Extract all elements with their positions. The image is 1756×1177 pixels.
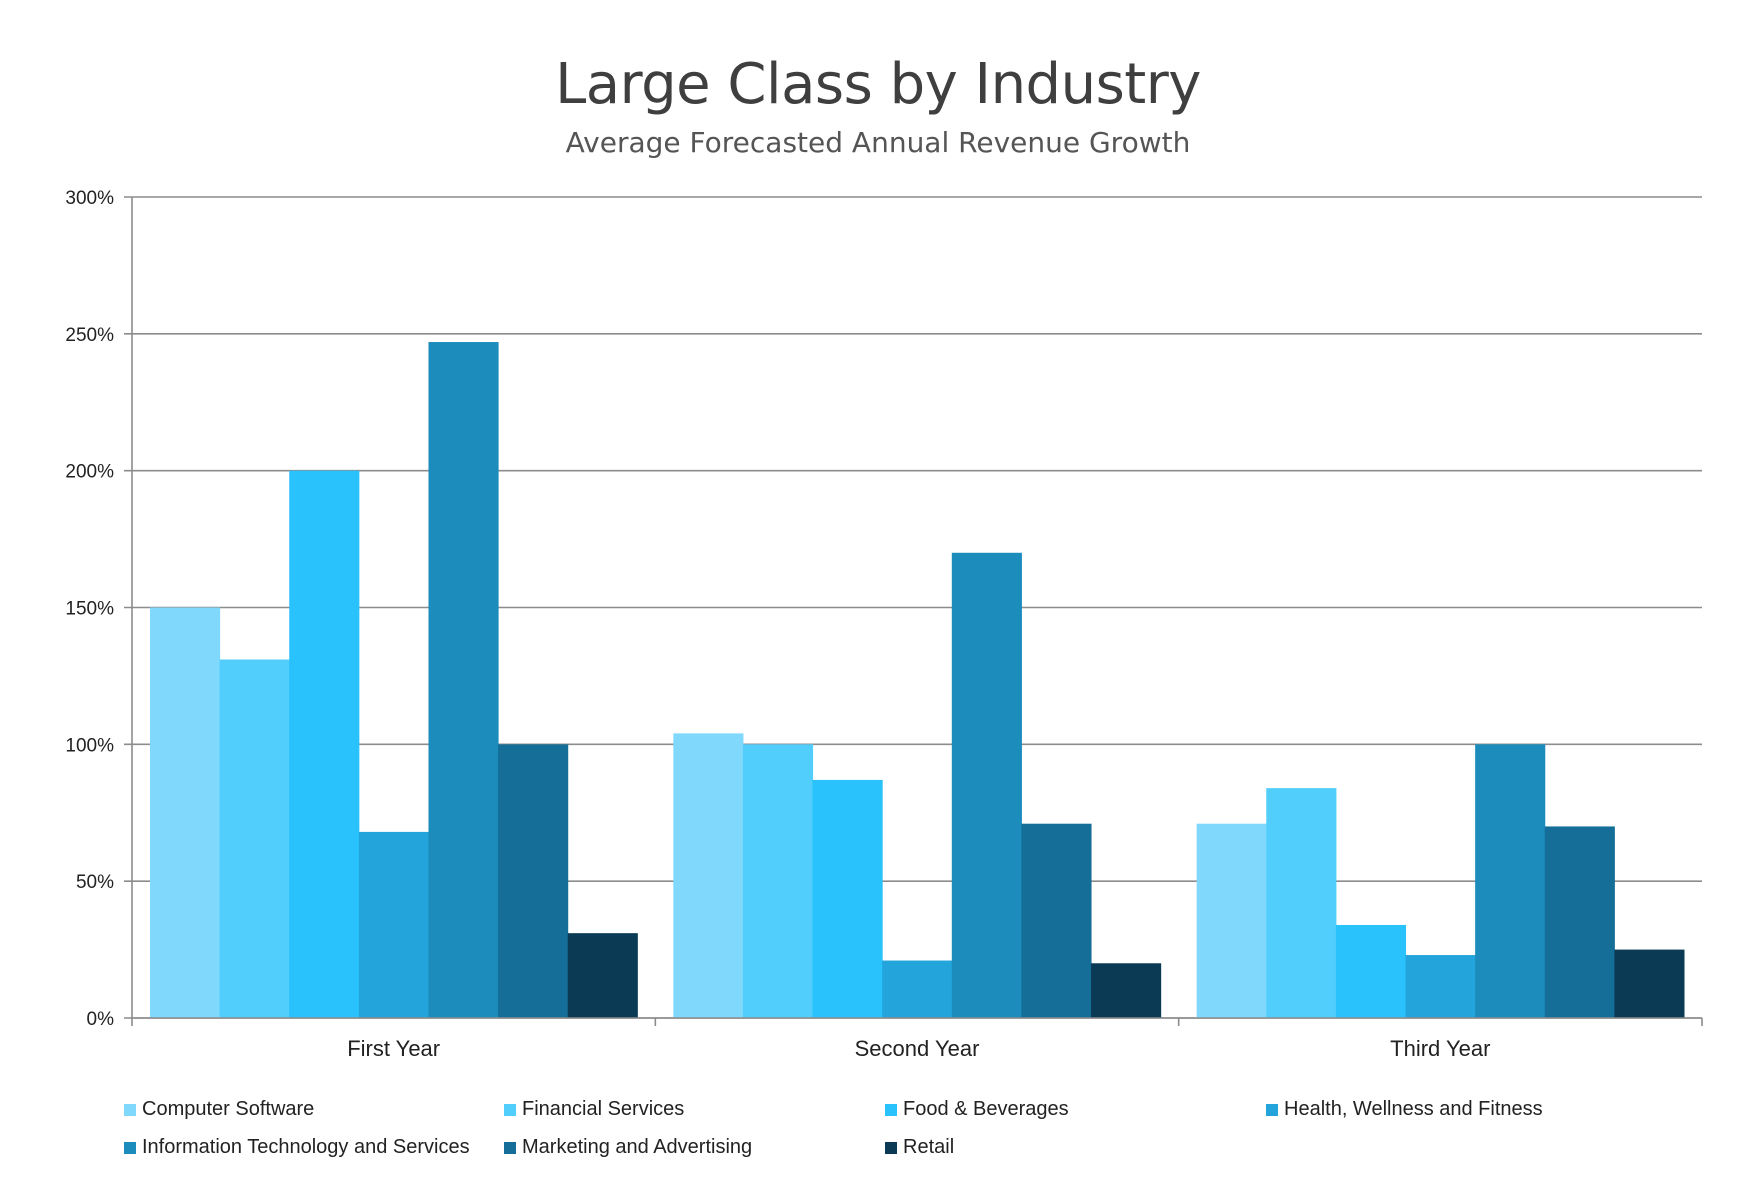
bar [742, 744, 814, 1018]
y-tick-label: 100% [65, 735, 114, 756]
chart-title: Large Class by Industry [555, 52, 1201, 117]
bar [1335, 924, 1407, 1018]
legend-swatch [885, 1141, 897, 1154]
bar [1614, 949, 1685, 1018]
legend-swatch [1266, 1103, 1278, 1116]
legend-item: Retail [885, 1136, 954, 1159]
legend-item: Marketing and Advertising [504, 1136, 752, 1159]
bar [1475, 744, 1546, 1018]
legend-item: Information Technology and Services [124, 1136, 470, 1159]
legend-label: Financial Services [522, 1098, 685, 1120]
legend-swatch [504, 1141, 516, 1154]
y-tick-label: 200% [65, 462, 114, 483]
bar [1021, 823, 1092, 1018]
legend-label: Food & Beverages [903, 1098, 1069, 1120]
legend-label: Information Technology and Services [142, 1136, 470, 1158]
y-tick-label: 300% [65, 188, 114, 209]
x-category-label: Third Year [1390, 1036, 1490, 1061]
legend-item: Computer Software [124, 1098, 314, 1121]
legend-item: Health, Wellness and Fitness [1266, 1098, 1543, 1121]
x-category-label: First Year [347, 1036, 440, 1061]
legend-item: Food & Beverages [885, 1098, 1069, 1121]
legend-label: Computer Software [142, 1098, 315, 1120]
bar [498, 744, 569, 1018]
bar [150, 607, 221, 1018]
legend-swatch [124, 1141, 136, 1154]
bar [1266, 788, 1337, 1018]
bar [1544, 826, 1615, 1018]
legend-label: Marketing and Advertising [522, 1136, 753, 1158]
legend-swatch [124, 1103, 136, 1116]
bar [358, 831, 429, 1018]
y-tick-label: 150% [65, 599, 114, 620]
bar [951, 552, 1022, 1018]
legend-swatch [504, 1103, 516, 1116]
x-category-label: Second Year [855, 1036, 980, 1061]
y-tick-label: 250% [65, 325, 114, 346]
bar [219, 659, 290, 1018]
bar [428, 342, 499, 1018]
bar [1196, 823, 1267, 1018]
bar [882, 960, 953, 1018]
legend-label: Health, Wellness and Fitness [1284, 1098, 1543, 1120]
y-tick-label: 0% [87, 1009, 115, 1030]
bar [812, 779, 883, 1018]
bar [1091, 963, 1162, 1018]
bar [567, 933, 638, 1018]
legend-swatch [885, 1103, 897, 1116]
bar [673, 733, 744, 1018]
legend-label: Retail [903, 1136, 955, 1158]
bar [1405, 955, 1476, 1018]
y-tick-label: 50% [76, 872, 114, 893]
legend-item: Financial Services [504, 1098, 684, 1121]
bar [289, 470, 360, 1019]
chart-subtitle: Average Forecasted Annual Revenue Growth [565, 126, 1191, 159]
